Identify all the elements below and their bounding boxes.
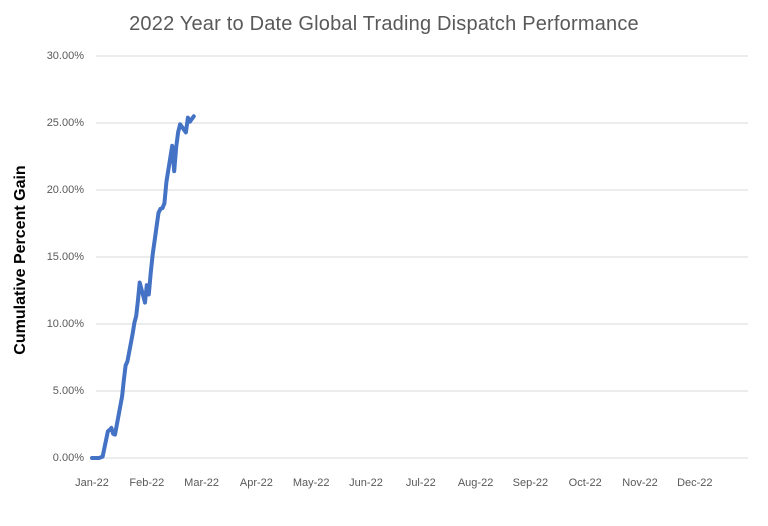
performance-line [90,114,196,460]
x-tick-label: Jun-22 [349,477,383,489]
y-tick-label: 5.00% [52,385,84,397]
x-tick-label: Jul-22 [405,477,436,489]
y-tick-label: 10.00% [46,318,84,330]
chart-title: 2022 Year to Date Global Trading Dispatc… [129,13,639,35]
x-tick-label: Nov-22 [622,477,658,489]
y-tick-label: 25.00% [46,117,84,129]
y-tick-label: 15.00% [46,251,84,263]
x-tick-label: Jan-22 [75,477,109,489]
x-tick-label: Sep-22 [512,477,549,489]
x-tick-label: Apr-22 [239,477,273,489]
x-tick-label: Dec-22 [677,477,713,489]
x-tick-label: Oct-22 [568,477,602,489]
x-tick-label: Feb-22 [129,477,165,489]
x-tick-label: Aug-22 [457,477,494,489]
y-tick-label: 30.00% [46,50,84,62]
y-tick-label: 20.00% [46,184,84,196]
y-tick-label: 0.00% [52,452,84,464]
x-tick-label: Mar-22 [184,477,220,489]
x-tick-label: May-22 [292,477,330,489]
